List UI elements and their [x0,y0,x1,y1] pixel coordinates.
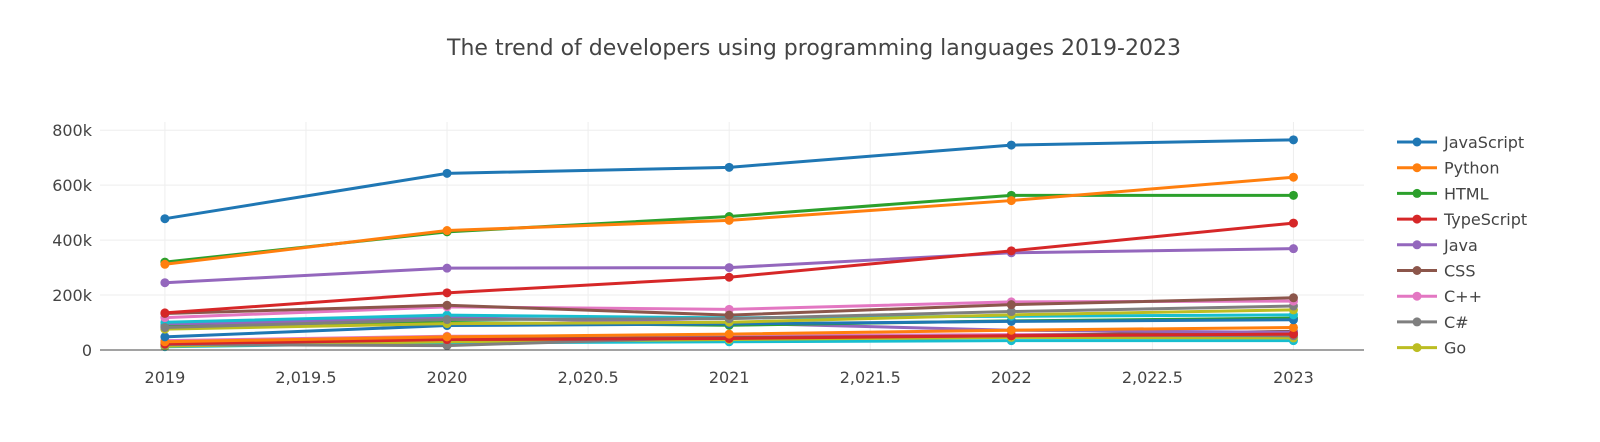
legend-item-javascript[interactable]: JavaScript [1397,133,1524,152]
legend-item-java[interactable]: Java [1397,236,1478,255]
data-point [160,214,170,224]
x-tick-label: 2023 [1273,368,1314,387]
legend-swatch-marker [1412,214,1422,224]
data-point [1006,325,1016,335]
legend-label: C++ [1444,287,1482,306]
legend-swatch-marker [1412,343,1422,353]
data-point [1006,246,1016,256]
legend[interactable]: JavaScript Python HTML TypeScript Java CSS C++… [1397,133,1527,358]
legend-item-c-[interactable]: C# [1397,313,1469,332]
series-layer [160,135,1298,352]
chart-title: The trend of developers using programmin… [446,36,1181,61]
gridlines [100,122,1364,350]
series-javascript [160,135,1298,224]
series-series-12 [160,322,1298,347]
x-tick-label: 2020 [427,368,468,387]
data-point [1288,190,1298,200]
data-point [724,263,734,273]
legend-item-go[interactable]: Go [1397,339,1466,358]
legend-label: HTML [1444,184,1489,203]
data-point [160,308,170,318]
data-point [724,310,734,320]
data-point [160,332,170,342]
axes: 2019 2,019.5 2020 2,020.5 2021 2,021.5 2022 2,0… [52,121,1364,387]
data-point [724,215,734,225]
data-point [160,278,170,288]
data-point [1288,218,1298,228]
legend-swatch-marker [1412,137,1422,147]
data-point [1288,293,1298,303]
data-point [442,300,452,310]
legend-label: JavaScript [1443,133,1524,152]
legend-swatch-marker [1412,317,1422,327]
legend-swatch-marker [1412,266,1422,275]
data-point [724,162,734,172]
legend-item-typescript[interactable]: TypeScript [1397,210,1527,229]
legend-item-python[interactable]: Python [1397,159,1499,178]
legend-label: TypeScript [1443,210,1527,229]
series-typescript [160,218,1298,318]
data-point [442,226,452,236]
x-tick-label: 2,022.5 [1122,368,1183,387]
x-tick-label: 2019 [145,368,186,387]
x-tick-label: 2022 [991,368,1032,387]
legend-label: Go [1444,339,1466,358]
y-tick-label: 400k [52,231,93,250]
data-point [1006,140,1016,150]
y-tick-label: 800k [52,121,93,140]
data-point [1006,300,1016,310]
data-point [1288,135,1298,145]
data-point [1288,172,1298,182]
data-point [442,168,452,178]
data-point [724,272,734,282]
x-tick-label: 2,021.5 [840,368,901,387]
legend-item-html[interactable]: HTML [1397,184,1489,203]
legend-swatch-marker [1412,291,1422,301]
x-tick-label: 2021 [709,368,750,387]
legend-label: C# [1444,313,1469,332]
legend-label: Java [1443,236,1478,255]
data-point [160,259,170,269]
data-point [160,322,170,332]
data-point [442,288,452,298]
y-tick-label: 600k [52,176,93,195]
data-point [442,332,452,342]
data-point [1288,322,1298,332]
legend-label: Python [1444,159,1499,178]
legend-item-css[interactable]: CSS [1397,262,1475,281]
data-point [442,263,452,273]
legend-label: CSS [1444,262,1475,281]
y-tick-label: 0 [82,341,92,360]
legend-item-c-[interactable]: C++ [1397,287,1482,306]
legend-swatch-marker [1412,240,1422,250]
data-point [1288,244,1298,254]
data-point [1288,329,1298,339]
data-point [724,329,734,339]
legend-swatch-marker [1412,163,1422,173]
x-tick-label: 2,020.5 [558,368,619,387]
data-point [1006,196,1016,206]
series-python [160,172,1298,269]
data-point [1006,307,1016,317]
legend-swatch-marker [1412,188,1422,198]
y-tick-label: 200k [52,286,93,305]
data-point [442,315,452,325]
x-tick-label: 2,019.5 [275,368,336,387]
